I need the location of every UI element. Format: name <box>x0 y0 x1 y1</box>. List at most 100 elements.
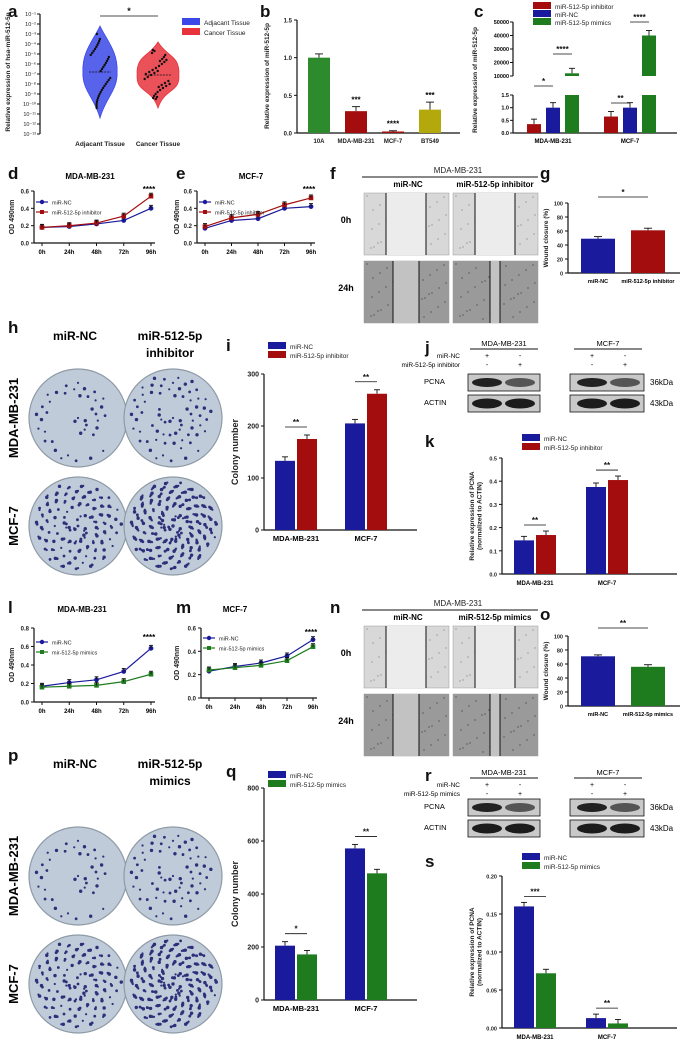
panel-label-l: l <box>8 598 13 617</box>
cell-texture <box>527 219 529 221</box>
colony-dot <box>206 1000 210 1004</box>
colony-dot <box>91 891 95 895</box>
cell-texture <box>474 286 476 288</box>
cell-texture <box>429 639 431 641</box>
cell-texture <box>466 242 468 244</box>
colony-dot <box>50 898 54 901</box>
cell-texture <box>431 224 433 226</box>
colony-dot <box>83 876 87 881</box>
cell-texture <box>481 714 483 716</box>
colony-dot <box>171 839 175 842</box>
colony-dot <box>163 878 167 882</box>
blot-cell-label: MDA-MB-231 <box>481 339 526 348</box>
colony-dot <box>91 956 95 960</box>
bar <box>527 124 541 133</box>
colony-dot <box>81 561 84 564</box>
colony-dot <box>100 954 104 958</box>
colony-dot <box>102 988 107 992</box>
y-tick-label: 0.0 <box>284 132 293 138</box>
y-tick-label: 0.6 <box>188 627 197 633</box>
colony-dot <box>166 547 170 552</box>
colony-dot <box>99 863 104 867</box>
colony-dot <box>169 567 173 571</box>
colony-dot <box>195 538 198 541</box>
colony-dot <box>85 504 88 507</box>
data-point <box>99 90 102 94</box>
data-point <box>100 88 104 92</box>
colony-dot <box>133 964 136 968</box>
cell-texture <box>517 658 519 660</box>
colony-dot <box>141 1007 146 1011</box>
colony-dot <box>94 533 98 536</box>
colony-dot <box>170 537 174 542</box>
blot-size-label: 43kDa <box>650 399 674 408</box>
colony-dot <box>90 563 94 567</box>
cell-texture <box>460 729 462 731</box>
significance-label: ** <box>293 418 300 427</box>
bar <box>367 393 387 530</box>
data-point <box>148 205 154 211</box>
colony-dot <box>98 496 102 499</box>
colony-dot <box>55 1015 59 1019</box>
legend-label: mir-512-5p mimics <box>219 647 264 653</box>
y-tick-label: 600 <box>247 839 259 846</box>
colony-dot <box>84 1013 88 1016</box>
chart-b-bar: 0.0 0.5 1.0 1.5 Relative expression of miR-5… <box>264 19 460 145</box>
colony-dot <box>57 942 62 947</box>
colony-dot <box>188 983 192 987</box>
bar <box>419 109 441 133</box>
data-point <box>94 677 99 683</box>
data-point <box>160 83 163 87</box>
colony-dot <box>189 412 193 416</box>
colony-dot <box>183 516 187 519</box>
colony-dot <box>136 974 140 978</box>
chart-d-line: 0.0 0.2 0.4 0.6 OD 490nm MDA-MB-231 0h 24h 48h 72… <box>9 172 157 256</box>
cell-texture <box>517 225 519 227</box>
colony-dot <box>172 899 176 903</box>
colony-dot <box>93 556 97 560</box>
cell-texture <box>436 201 438 203</box>
colony-dot <box>135 405 139 409</box>
blot-sign: - <box>591 362 594 369</box>
legend-marker <box>40 650 44 654</box>
colony-dot <box>54 958 58 962</box>
blot-row-label: miR-512-5p mimics <box>404 791 461 798</box>
colony-dot <box>181 1010 185 1013</box>
y-tick-label: 0.0 <box>184 242 193 248</box>
data-point <box>96 96 100 100</box>
bar <box>297 954 317 1000</box>
colony-dot <box>150 841 154 845</box>
y-axis-label-1: (normalized to ACTIN) <box>477 482 484 550</box>
cell-texture <box>532 629 534 631</box>
data-point <box>105 59 109 63</box>
cell-texture <box>431 725 433 727</box>
colony-dot <box>48 967 52 972</box>
x-tick-label: 24h <box>64 709 75 715</box>
cell-texture <box>379 637 381 639</box>
colony-dot <box>160 876 163 879</box>
cell-texture <box>520 725 522 727</box>
y-tick-label: 0.05 <box>486 989 497 995</box>
colony-dot <box>74 490 79 494</box>
colony-dot <box>189 399 192 402</box>
colony-dot <box>93 520 96 523</box>
colony-dot <box>76 524 80 528</box>
y-tick-label: 10000 <box>494 74 509 80</box>
cell-texture <box>443 196 445 198</box>
bar-lower <box>565 95 579 133</box>
data-point <box>160 62 164 66</box>
colony-dot <box>171 1013 175 1016</box>
colony-dot <box>34 412 39 417</box>
colony-dot <box>149 960 152 963</box>
colony-dot <box>194 863 199 867</box>
colony-dot <box>179 423 183 427</box>
cell-texture <box>438 287 440 289</box>
colony-dot <box>173 1023 177 1028</box>
colony-dot <box>34 870 39 875</box>
cell-texture <box>518 707 520 709</box>
legend-swatch <box>522 443 540 450</box>
colony-dot <box>94 548 97 551</box>
colony-dot <box>93 978 96 981</box>
colony-dot <box>68 997 72 1002</box>
y-axis-label: Wound closure (%) <box>543 209 550 268</box>
